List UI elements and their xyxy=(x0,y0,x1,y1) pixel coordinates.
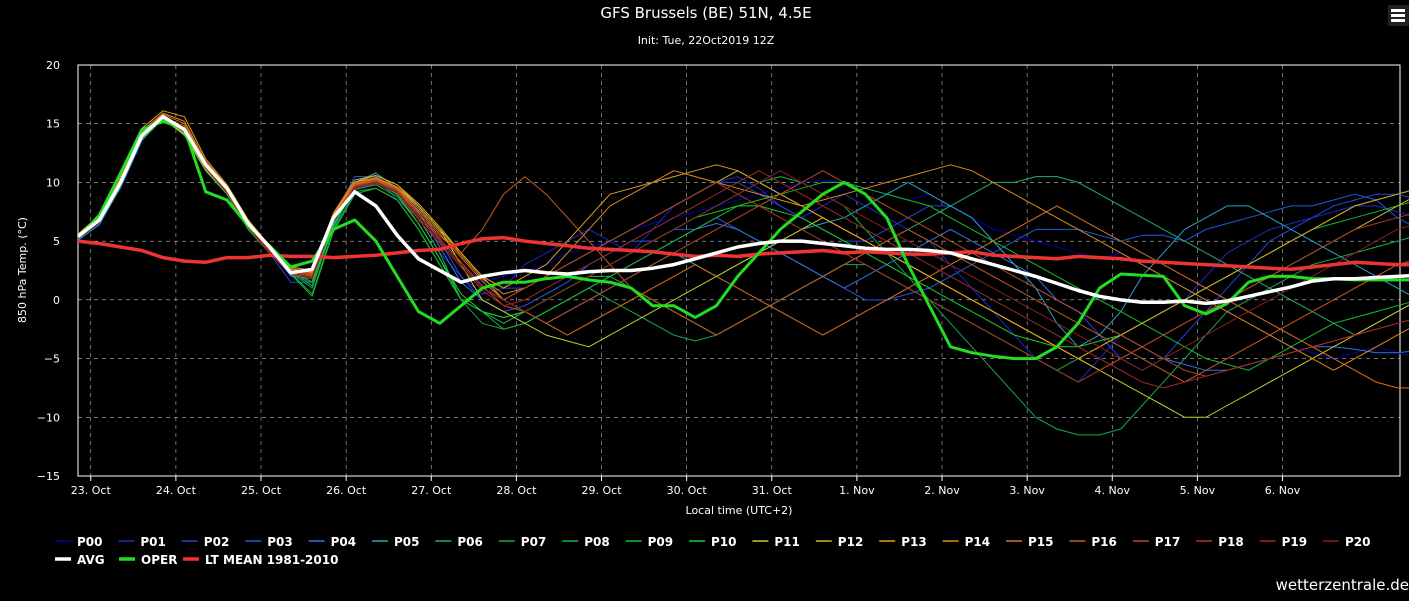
legend-item-p04: P04 xyxy=(331,535,357,549)
x-tick-label: 6. Nov xyxy=(1265,484,1301,497)
plot-frame xyxy=(77,64,1401,477)
x-axis: 23. Oct 24. Oct 25. Oct 26. Oct 27. Oct 28. O… xyxy=(71,476,1301,497)
x-tick-label: 5. Nov xyxy=(1180,484,1216,497)
legend-item-p20: P20 xyxy=(1345,535,1371,549)
series-lines xyxy=(76,110,1409,436)
legend-item-p19: P19 xyxy=(1282,535,1308,549)
x-tick-label: 30. Oct xyxy=(667,484,708,497)
y-axis: 20 15 10 5 0 −5 −10 −15 xyxy=(37,59,60,483)
y-tick-label: −10 xyxy=(37,411,60,424)
legend-item-avg: AVG xyxy=(77,553,105,567)
y-tick-label: 15 xyxy=(46,118,60,131)
legend-item-p15: P15 xyxy=(1028,535,1054,549)
legend-item-p11: P11 xyxy=(774,535,800,549)
legend-item-p17: P17 xyxy=(1155,535,1181,549)
x-tick-label: 25. Oct xyxy=(241,484,282,497)
legend-item-p13: P13 xyxy=(901,535,927,549)
legend-item-p18: P18 xyxy=(1218,535,1244,549)
legend-item-p00: P00 xyxy=(77,535,103,549)
x-tick-label: 29. Oct xyxy=(582,484,623,497)
series-line-oper xyxy=(76,119,1409,361)
x-axis-label: Local time (UTC+2) xyxy=(686,504,793,517)
chart-subtitle: Init: Tue, 22Oct2019 12Z xyxy=(638,34,775,47)
x-tick-label: 31. Oct xyxy=(752,484,793,497)
y-tick-label: 20 xyxy=(46,59,60,72)
legend-item-p10: P10 xyxy=(711,535,737,549)
legend-item-oper: OPER xyxy=(141,553,177,567)
y-tick-label: 5 xyxy=(53,235,60,248)
legend: P00 P01 P02 P03 P04 P05 P06 P07 P08 P09 P10 P11 P12 P… xyxy=(55,535,1371,567)
legend-item-p03: P03 xyxy=(267,535,293,549)
y-tick-label: 10 xyxy=(46,176,60,189)
y-tick-label: 0 xyxy=(53,294,60,307)
legend-item-p05: P05 xyxy=(394,535,420,549)
chart-menu-button[interactable] xyxy=(1388,5,1409,26)
x-tick-label: 28. Oct xyxy=(496,484,537,497)
x-tick-label: 1. Nov xyxy=(839,484,875,497)
credit-text: wetterzentrale.de xyxy=(1276,576,1409,594)
x-tick-label: 24. Oct xyxy=(156,484,197,497)
legend-item-p06: P06 xyxy=(457,535,483,549)
legend-item-p08: P08 xyxy=(584,535,610,549)
legend-item-p12: P12 xyxy=(838,535,864,549)
legend-item-lt-mean-1981-2010: LT MEAN 1981-2010 xyxy=(205,553,338,567)
x-tick-label: 3. Nov xyxy=(1009,484,1045,497)
hamburger-menu-icon xyxy=(1391,9,1405,22)
y-tick-label: −5 xyxy=(44,353,60,366)
legend-item-p01: P01 xyxy=(140,535,166,549)
legend-item-p16: P16 xyxy=(1091,535,1117,549)
x-tick-label: 27. Oct xyxy=(411,484,452,497)
series-line-p19 xyxy=(77,117,1409,389)
chart-title: GFS Brussels (BE) 51N, 4.5E xyxy=(600,4,811,22)
y-tick-label: −15 xyxy=(37,470,60,483)
y-axis-label: 850 hPa Temp. (°C) xyxy=(16,217,29,323)
legend-item-p14: P14 xyxy=(965,535,991,549)
x-tick-label: 4. Nov xyxy=(1095,484,1131,497)
x-tick-label: 23. Oct xyxy=(71,484,112,497)
x-tick-label: 2. Nov xyxy=(924,484,960,497)
x-tick-label: 26. Oct xyxy=(326,484,367,497)
series-line-lt-mean xyxy=(77,235,1409,272)
legend-item-p09: P09 xyxy=(648,535,674,549)
legend-item-p02: P02 xyxy=(204,535,230,549)
series-line-avg xyxy=(76,114,1409,306)
series-line-p20 xyxy=(77,116,1409,371)
legend-item-p07: P07 xyxy=(521,535,547,549)
